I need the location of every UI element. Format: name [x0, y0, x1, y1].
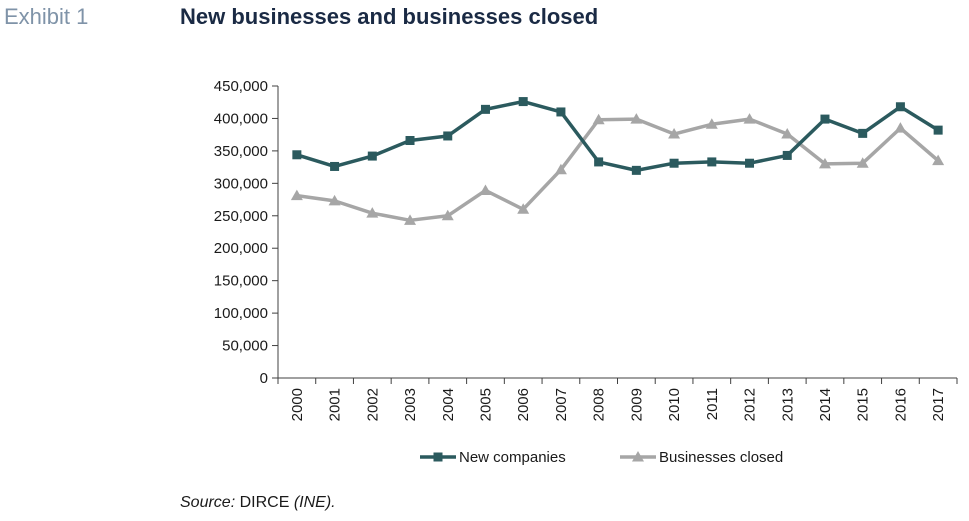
- data-point-new-companies: [820, 114, 830, 124]
- x-tick-label: 2008: [591, 388, 608, 421]
- x-tick-label: 2009: [628, 388, 645, 421]
- y-tick-label: 100,000: [214, 305, 268, 322]
- y-tick-label: 200,000: [214, 240, 268, 257]
- data-point-businesses-closed: [894, 122, 907, 133]
- data-point-new-companies: [443, 131, 453, 141]
- data-point-businesses-closed: [554, 163, 567, 175]
- x-tick-label: 2003: [402, 388, 419, 421]
- series-line-businesses-closed: [296, 117, 940, 223]
- source-org: (INE).: [293, 494, 336, 511]
- source-note: Source: DIRCE (INE).: [180, 494, 336, 512]
- data-point-new-companies: [858, 128, 868, 138]
- data-point-new-companies: [669, 158, 679, 168]
- data-point-businesses-closed: [404, 214, 417, 225]
- y-tick-label: 150,000: [214, 273, 268, 290]
- data-point-new-companies: [631, 165, 641, 175]
- exhibit-label: Exhibit 1: [4, 4, 89, 29]
- x-tick-label: 2002: [364, 388, 381, 421]
- data-point-businesses-closed: [366, 207, 379, 218]
- data-point-new-companies: [480, 104, 490, 114]
- data-point-new-companies: [782, 150, 792, 160]
- x-tick-label: 2001: [327, 388, 344, 421]
- data-point-new-companies: [745, 158, 755, 168]
- data-point-businesses-closed: [932, 154, 945, 166]
- y-tick-label: 250,000: [214, 208, 268, 225]
- data-point-businesses-closed: [668, 128, 681, 139]
- data-point-businesses-closed: [781, 128, 794, 139]
- data-point-new-companies: [367, 151, 377, 161]
- data-point-businesses-closed: [328, 194, 341, 206]
- legend-marker-businesses-closed: [632, 451, 644, 462]
- data-point-new-companies: [594, 157, 604, 167]
- x-tick-label: 2004: [440, 388, 457, 421]
- x-tick-label: 2006: [515, 388, 532, 421]
- x-tick-label: 2005: [477, 388, 494, 421]
- data-point-new-companies: [330, 161, 340, 171]
- source-name: DIRCE: [235, 494, 294, 511]
- x-tick-label: 2017: [930, 388, 947, 421]
- data-point-new-companies: [518, 97, 528, 107]
- x-tick-label: 2007: [553, 388, 570, 421]
- data-point-businesses-closed: [818, 157, 831, 169]
- y-tick-label: 0: [260, 370, 268, 387]
- x-tick-label: 2010: [666, 388, 683, 421]
- data-point-businesses-closed: [743, 113, 756, 124]
- data-point-new-companies: [933, 125, 943, 135]
- chart-title: New businesses and businesses closed: [180, 4, 599, 29]
- data-point-new-companies: [405, 136, 415, 146]
- y-tick-label: 450,000: [214, 78, 268, 95]
- legend-label-businesses-closed: Businesses closed: [659, 449, 783, 466]
- legend-marker-new-companies: [433, 452, 443, 462]
- x-tick-label: 2014: [817, 388, 834, 421]
- series-line-new-companies: [296, 99, 940, 173]
- data-point-new-companies: [895, 102, 905, 112]
- x-tick-label: 2012: [742, 388, 759, 421]
- source-prefix: Source:: [180, 494, 236, 511]
- data-point-businesses-closed: [592, 113, 605, 125]
- data-point-businesses-closed: [856, 157, 869, 168]
- x-tick-label: 2013: [779, 388, 796, 421]
- data-point-businesses-closed: [705, 118, 718, 129]
- y-tick-label: 400,000: [214, 110, 268, 127]
- y-tick-label: 350,000: [214, 143, 268, 160]
- x-tick-label: 2016: [892, 388, 909, 421]
- data-point-businesses-closed: [479, 184, 492, 195]
- y-tick-label: 300,000: [214, 175, 268, 192]
- legend-label-new-companies: New companies: [459, 449, 566, 466]
- data-point-businesses-closed: [630, 113, 643, 124]
- data-point-new-companies: [292, 150, 302, 160]
- data-point-businesses-closed: [441, 209, 454, 221]
- data-point-businesses-closed: [517, 203, 530, 214]
- x-tick-label: 2015: [855, 388, 872, 421]
- x-tick-label: 2000: [289, 388, 306, 421]
- x-tick-label: 2011: [704, 388, 721, 420]
- data-point-new-companies: [707, 157, 717, 167]
- y-tick-label: 50,000: [222, 338, 268, 355]
- data-point-new-companies: [556, 107, 566, 117]
- data-point-businesses-closed: [290, 189, 303, 201]
